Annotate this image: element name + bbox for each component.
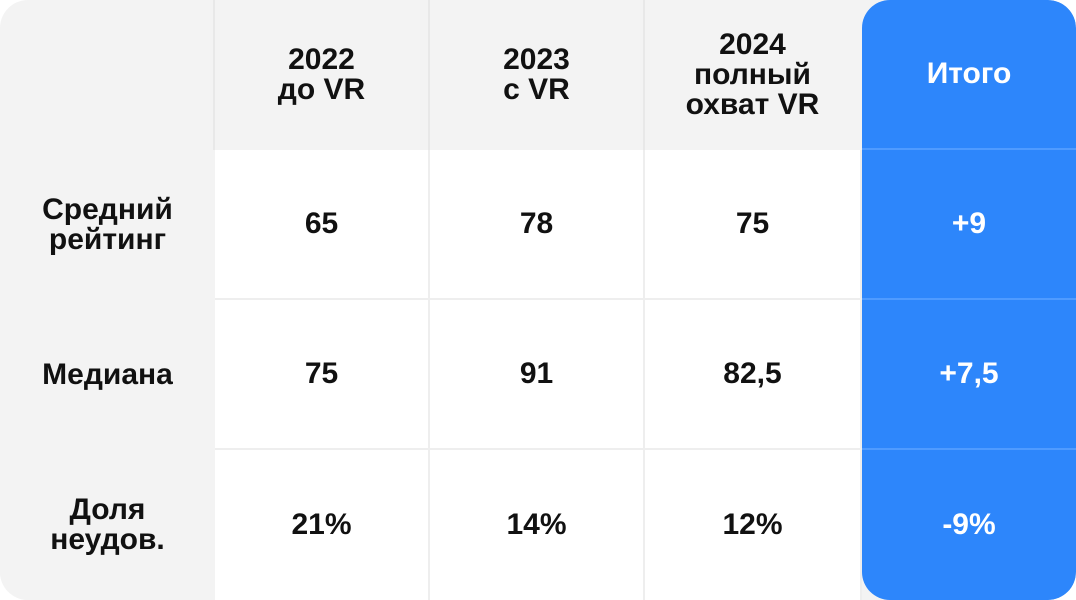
cell-median-2023: 91 (430, 300, 645, 450)
row-label-fail-share: Доля неудов. (0, 450, 215, 600)
header-total: Итого (862, 0, 1076, 150)
cell-median-2022: 75 (215, 300, 430, 450)
header-corner (0, 0, 215, 150)
header-2023: 2023 с VR (430, 0, 645, 150)
cell-avg-rating-2022: 65 (215, 150, 430, 300)
header-2022: 2022 до VR (215, 0, 430, 150)
header-2024: 2024 полный охват VR (685, 28, 820, 121)
cell-avg-rating-2023: 78 (430, 150, 645, 300)
cell-fail-share-2022: 21% (215, 450, 430, 600)
total-column-highlight (862, 0, 1076, 600)
cell-avg-rating-2024: 75 (645, 150, 862, 300)
total-median: +7,5 (862, 300, 1076, 450)
row-label-median: Медиана (0, 300, 215, 450)
total-avg-rating: +9 (862, 150, 1076, 300)
row-label-avg-rating: Средний рейтинг (0, 150, 215, 300)
cell-fail-share-2024: 12% (645, 450, 862, 600)
cell-fail-share-2023: 14% (430, 450, 645, 600)
total-fail-share: -9% (942, 508, 996, 541)
cell-median-2024: 82,5 (645, 300, 862, 450)
